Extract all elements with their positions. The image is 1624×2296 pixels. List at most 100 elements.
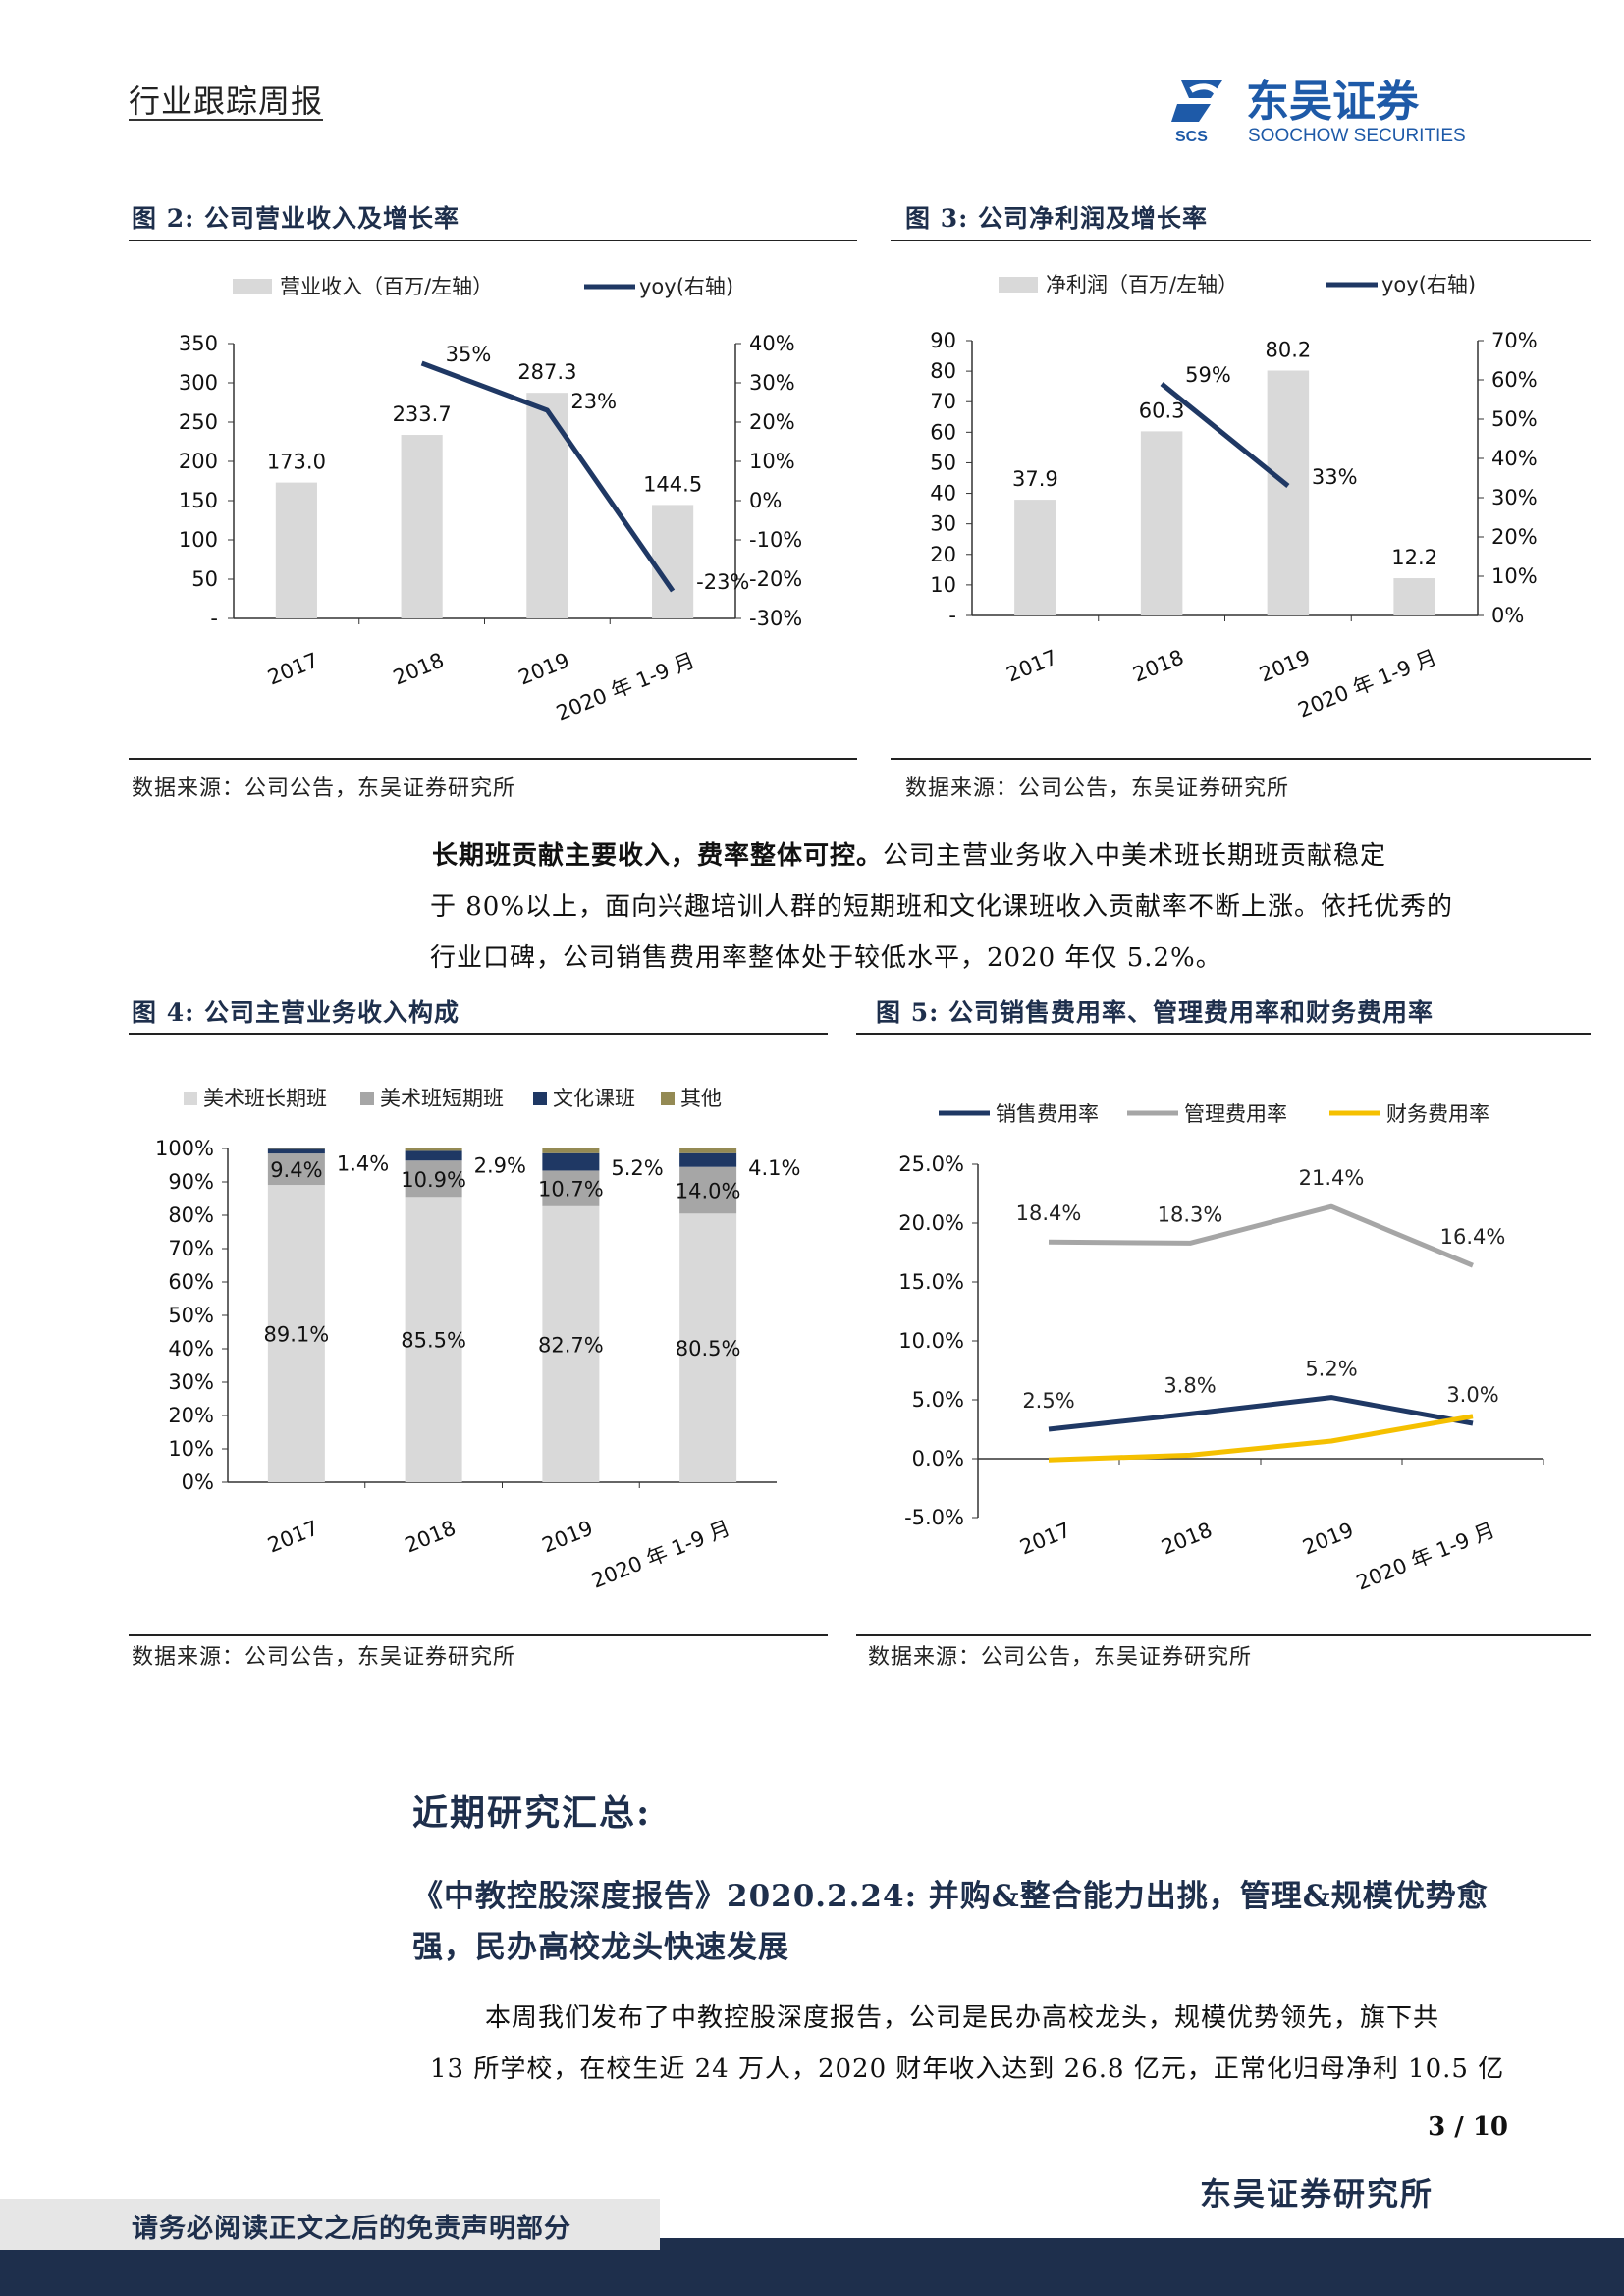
yoy-point-label: -23%: [696, 570, 749, 594]
logo-en: SOOCHOW SECURITIES: [1248, 126, 1466, 145]
point-label: 5.2%: [1305, 1358, 1357, 1381]
tick-label-right: -20%: [749, 567, 802, 591]
bar-2019-2: [542, 1152, 600, 1171]
tick-label-y: 70%: [168, 1237, 214, 1260]
bar-2017-0: [267, 1185, 325, 1482]
bar-value-label: 287.3: [517, 360, 576, 384]
tick-label-right: 70%: [1491, 329, 1538, 352]
legend-swatch-3: [661, 1092, 675, 1105]
paragraph-line-3: 行业口碑，公司销售费用率整体处于较低水平，2020 年仅 5.2%。: [430, 943, 1222, 973]
tick-label-y: 10%: [168, 1437, 214, 1461]
tick-label-y: -5.0%: [904, 1506, 964, 1529]
yoy-point-label: 59%: [1185, 363, 1231, 387]
bar-value-label: 144.5: [643, 472, 702, 496]
fig3-bottom-rule: [891, 758, 1591, 760]
bar-2018-0: [405, 1197, 462, 1482]
bar-2019-3: [542, 1148, 600, 1153]
fig2-chart: 营业收入（百万/左轴） yoy(右轴) - 50 100 150 200 250 300 350 -…: [179, 275, 802, 725]
bar-2017: [1014, 500, 1056, 615]
series-line-0: [1048, 1395, 1474, 1432]
tick-label-left: 20: [930, 543, 956, 566]
x-tick-label: 2018: [402, 1516, 460, 1557]
legend-label-3: 其他: [680, 1087, 722, 1110]
paragraph-line-1: 长期班贡献主要收入，费率整体可控。公司主营业务收入中美术班长期班贡献稳定: [432, 830, 1532, 881]
tick-label-left: 150: [179, 489, 218, 512]
tick-label-left: 200: [179, 450, 218, 473]
tick-label-left: 80: [930, 359, 956, 383]
point-label: 18.4%: [1016, 1201, 1082, 1225]
report-title-line-1: 《中教控股深度报告》2020.2.24: 并购&整合能力出挑，管理&规模优势愈: [412, 1879, 1489, 1914]
fig3-chart: 净利润（百万/左轴） yoy(右轴) - 10 20 30 40 50 60 70 80 90 0% 10…: [930, 273, 1538, 722]
tick-label-right: 50%: [1491, 407, 1538, 431]
legend-bar-swatch: [999, 277, 1038, 293]
legend-swatch-0: [184, 1092, 197, 1105]
point-label: 2.5%: [1022, 1389, 1074, 1413]
legend-swatch-1: [360, 1092, 374, 1105]
x-tick-label: 2020 年 1-9 月: [553, 648, 698, 724]
yoy-point-label: 35%: [446, 343, 492, 366]
fig5-chart: 销售费用率 管理费用率 财务费用率 -5.0% 0.0% 5.0% 10.0% 15.0% 20…: [898, 1102, 1544, 1595]
tick-label-left: -: [210, 607, 218, 630]
fig5-title: 图 5: 公司销售费用率、管理费用率和财务费用率: [876, 998, 1435, 1027]
header-underline: [129, 119, 323, 121]
logo-cn: 东吴证券: [1246, 77, 1420, 127]
fig5-source: 数据来源：公司公告，东吴证券研究所: [868, 1645, 1253, 1670]
bar-2020 年 1-9 月-3: [679, 1148, 737, 1153]
tick-label-right: 10%: [749, 450, 795, 473]
fig4-top-rule: [129, 1033, 828, 1035]
tick-label-y: 40%: [168, 1337, 214, 1361]
legend-line-label: yoy(右轴): [639, 275, 733, 298]
tick-label-left: 300: [179, 371, 218, 395]
report-body-line-1: 本周我们发布了中教控股深度报告，公司是民办高校龙头，规模优势领先，旗下共: [485, 2003, 1440, 2033]
running-header: 行业跟踪周报: [129, 82, 324, 120]
series-line-1: [1048, 1203, 1474, 1268]
segment-label-outside: 4.1%: [748, 1156, 800, 1180]
paragraph-line-2: 于 80%以上，面向兴趣培训人群的短期班和文化课班收入贡献率不断上涨。依托优秀的: [430, 892, 1454, 922]
logo-mark-icon: [1171, 80, 1235, 126]
tick-label-left: 30: [930, 512, 956, 536]
legend-label-2: 文化课班: [553, 1087, 635, 1110]
point-label: 21.4%: [1299, 1166, 1365, 1190]
tick-label-y: 50%: [168, 1304, 214, 1327]
bar-2020 年 1-9 月-0: [679, 1213, 737, 1482]
point-label: 3.0%: [1446, 1383, 1498, 1407]
tick-label-right: 40%: [1491, 447, 1538, 470]
point-label: 3.8%: [1164, 1373, 1216, 1397]
legend-bar-swatch: [233, 279, 272, 294]
segment-label: 10.7%: [538, 1178, 604, 1201]
x-tick-label: 2020 年 1-9 月: [1353, 1518, 1498, 1594]
tick-label-right: 20%: [749, 410, 795, 434]
tick-label-y: 80%: [168, 1203, 214, 1227]
fig3-top-rule: [891, 240, 1591, 241]
footer-disclaimer-box: 请务必阅读正文之后的免责声明部分: [0, 2199, 660, 2250]
series-line-2: [1048, 1414, 1474, 1463]
bar-2019-1: [542, 1170, 600, 1206]
legend-line-label: yoy(右轴): [1381, 273, 1476, 296]
tick-label-left: 50: [191, 567, 218, 591]
bar-2017-2: [267, 1148, 325, 1154]
x-tick-label: 2019: [1256, 645, 1314, 686]
fig2-top-rule: [129, 240, 857, 241]
logo-abbr: SCS: [1175, 129, 1208, 145]
legend-label-2: 财务费用率: [1386, 1102, 1489, 1126]
bar-value-label: 37.9: [1012, 467, 1058, 491]
yoy-point-label: 23%: [570, 390, 617, 413]
tick-label-y: 25.0%: [898, 1152, 964, 1176]
tick-label-left: 250: [179, 410, 218, 434]
bar-2018: [1140, 431, 1183, 615]
paragraph-line-1-text: 公司主营业务收入中美术班长期班贡献稳定: [883, 841, 1387, 871]
x-tick-label: 2018: [390, 648, 448, 689]
x-tick-label: 2020 年 1-9 月: [1295, 645, 1440, 721]
legend-swatch-2: [533, 1092, 547, 1105]
fig3-source: 数据来源：公司公告，东吴证券研究所: [905, 776, 1290, 801]
x-tick-label: 2018: [1129, 645, 1187, 686]
yoy-line: [420, 360, 676, 593]
tick-label-right: 0%: [1491, 604, 1524, 627]
x-tick-label: 2017: [264, 1516, 322, 1557]
fig2-title: 图 2: 公司营业收入及增长率: [132, 204, 460, 233]
legend-label-1: 管理费用率: [1184, 1102, 1287, 1126]
tick-label-left: 60: [930, 420, 956, 444]
tick-label-left: -: [948, 604, 956, 627]
tick-label-right: 40%: [749, 332, 795, 355]
company-logo: SCS 东吴证券 SOOCHOW SECURITIES: [1171, 77, 1466, 145]
